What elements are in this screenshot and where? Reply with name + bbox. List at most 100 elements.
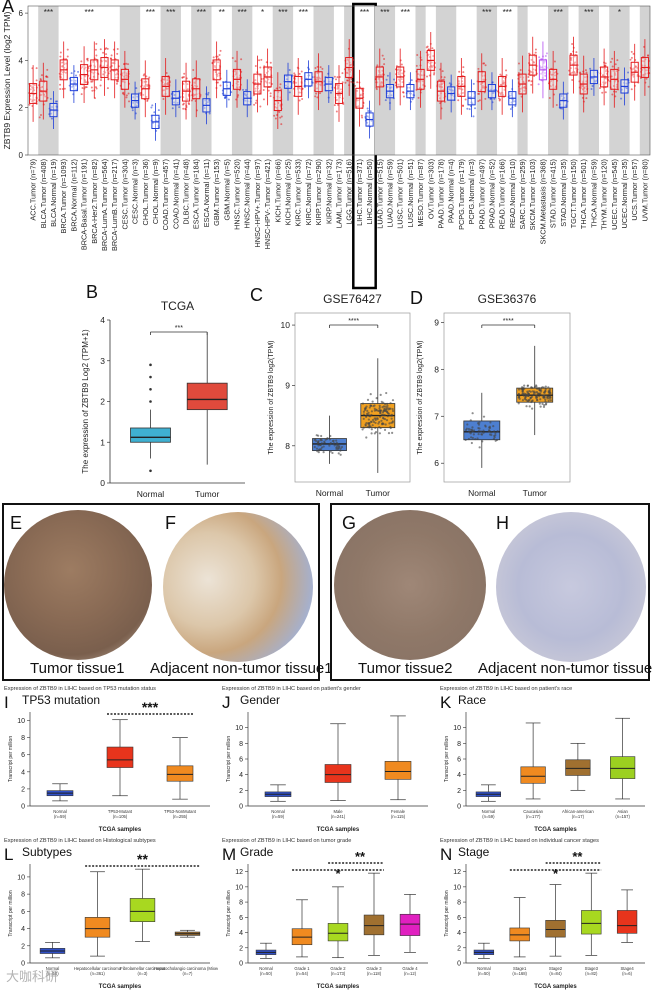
data-point bbox=[163, 84, 166, 87]
data-point bbox=[288, 91, 291, 94]
data-point bbox=[430, 61, 433, 64]
significance-stars: *** bbox=[237, 8, 246, 17]
panel-subtitle: Expression of ZBTB9 in LIHC based on tum… bbox=[222, 838, 351, 844]
data-point bbox=[315, 434, 318, 437]
data-point bbox=[383, 414, 386, 417]
data-point bbox=[234, 60, 237, 63]
data-point bbox=[478, 421, 481, 424]
data-point bbox=[629, 58, 632, 61]
data-point bbox=[383, 417, 387, 421]
data-point bbox=[182, 102, 185, 105]
y-tick-label: 10 bbox=[17, 718, 25, 725]
data-point bbox=[532, 393, 535, 396]
x-tick-label: Stage4 bbox=[620, 966, 634, 971]
data-point bbox=[84, 81, 87, 84]
y-tick-label: 2 bbox=[239, 945, 243, 952]
data-point bbox=[95, 54, 98, 57]
data-point bbox=[400, 63, 403, 66]
x-tick-label: Normal bbox=[468, 488, 496, 498]
data-point bbox=[171, 107, 174, 110]
x-tick-label: THYM.Tumor (n=120) bbox=[600, 159, 609, 230]
significance-stars: *** bbox=[360, 8, 369, 17]
data-point bbox=[152, 121, 155, 124]
data-point bbox=[262, 98, 265, 101]
x-tick-label: CESC.Normal (n=3) bbox=[131, 159, 140, 224]
box-3 bbox=[610, 717, 636, 800]
data-point bbox=[585, 80, 588, 83]
y-axis-label: Transcript per million bbox=[226, 736, 232, 782]
x-tick-label: Normal bbox=[316, 488, 344, 498]
data-point bbox=[382, 405, 386, 408]
data-point bbox=[86, 57, 89, 60]
x-tick-label: Tumor bbox=[366, 488, 390, 498]
data-point bbox=[44, 95, 47, 98]
data-point bbox=[457, 99, 460, 102]
y-tick-label: 10 bbox=[17, 874, 25, 881]
x-tick-label: Fibrolamellar carcinoma bbox=[120, 966, 165, 971]
significance-stars: **** bbox=[348, 318, 359, 325]
category-46 bbox=[496, 58, 508, 115]
data-point bbox=[360, 114, 363, 117]
data-point bbox=[157, 109, 160, 112]
data-point bbox=[472, 82, 475, 85]
data-point bbox=[428, 56, 431, 59]
data-point bbox=[388, 422, 391, 425]
box-4 bbox=[399, 894, 421, 953]
data-point bbox=[356, 99, 359, 102]
significance-stars: **** bbox=[503, 318, 514, 325]
data-point bbox=[457, 80, 460, 83]
data-point bbox=[298, 87, 301, 90]
data-point bbox=[553, 60, 556, 63]
box-2 bbox=[384, 715, 412, 801]
x-tick-label: Hepatocellular carcinoma bbox=[74, 966, 122, 971]
data-point bbox=[535, 390, 539, 394]
x-tick-label: LIHC.Tumor (n=371) bbox=[355, 159, 364, 226]
data-point bbox=[364, 406, 367, 409]
x-tick-label: ESCA.Tumor (n=184) bbox=[192, 159, 201, 229]
data-point bbox=[356, 81, 359, 84]
box-0 bbox=[475, 784, 501, 802]
data-point bbox=[544, 400, 547, 403]
group-shade-prad bbox=[476, 6, 498, 155]
category-27 bbox=[303, 60, 314, 99]
significance-stars: ** bbox=[219, 8, 225, 17]
y-tick-label: 10 bbox=[235, 884, 243, 891]
data-point bbox=[462, 91, 465, 94]
data-point bbox=[612, 69, 615, 72]
chart-title: GSE36376 bbox=[478, 292, 537, 306]
y-axis-label: The expression of ZBTB9 log2(TPM) bbox=[268, 341, 275, 455]
plot-frame bbox=[443, 312, 571, 483]
x-tick-label: KICH.Tumor (n=66) bbox=[273, 159, 282, 223]
panel-heading: Race bbox=[458, 693, 486, 707]
box-1 bbox=[291, 899, 313, 958]
data-point bbox=[410, 79, 413, 82]
data-point bbox=[365, 412, 369, 415]
data-point bbox=[131, 109, 134, 112]
data-point bbox=[481, 84, 484, 87]
data-point bbox=[367, 110, 370, 113]
data-point bbox=[604, 82, 607, 85]
data-point bbox=[107, 78, 110, 81]
data-point bbox=[70, 79, 73, 82]
x-tick-label: HNSC.Tumor (n=520) bbox=[233, 159, 242, 230]
category-5 bbox=[79, 46, 90, 103]
data-point bbox=[259, 66, 262, 69]
data-point bbox=[519, 76, 522, 79]
data-point bbox=[208, 112, 211, 115]
data-point bbox=[322, 451, 325, 454]
data-point bbox=[530, 386, 533, 389]
significance-stars: *** bbox=[380, 8, 389, 17]
y-tick-label: 8 bbox=[21, 892, 25, 899]
box bbox=[616, 910, 638, 934]
data-point bbox=[574, 67, 577, 70]
data-point bbox=[555, 104, 558, 107]
data-point bbox=[570, 56, 573, 59]
x-tick-count: (n=54) bbox=[296, 971, 309, 976]
data-point bbox=[420, 58, 423, 61]
data-point bbox=[361, 402, 365, 405]
category-17 bbox=[202, 86, 211, 125]
data-point bbox=[421, 80, 424, 83]
data-point bbox=[544, 71, 547, 74]
data-point bbox=[91, 80, 94, 83]
data-point bbox=[376, 64, 379, 67]
